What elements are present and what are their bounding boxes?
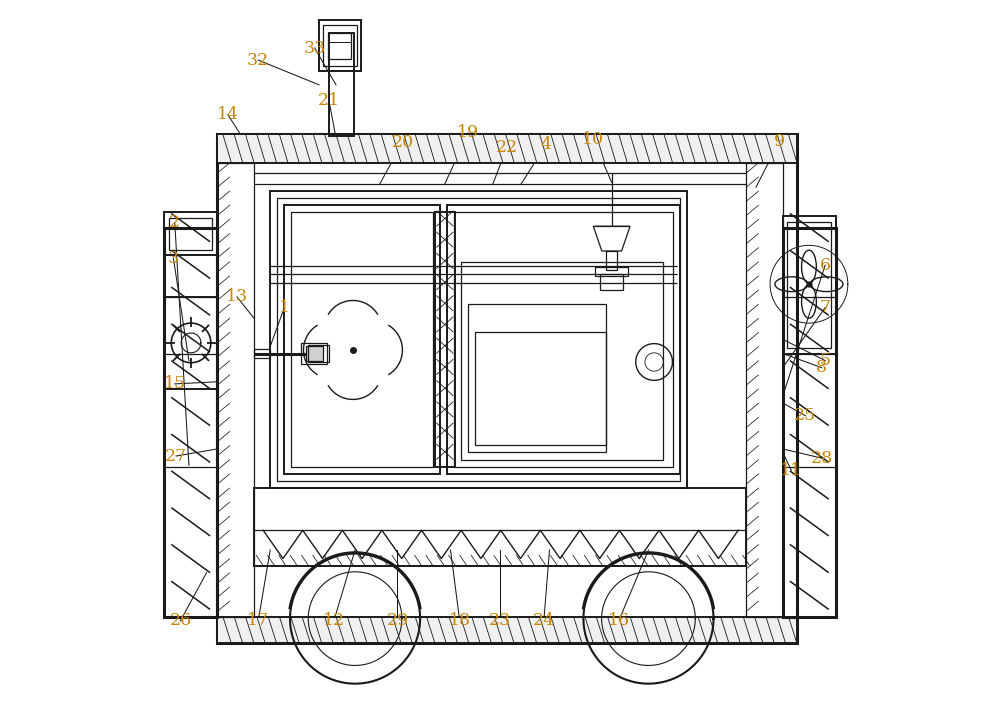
Text: 9: 9 <box>774 133 785 150</box>
Text: 32: 32 <box>247 52 269 69</box>
Text: 10: 10 <box>582 132 604 148</box>
Text: 27: 27 <box>165 448 187 464</box>
Text: 18: 18 <box>449 612 471 629</box>
Bar <box>600 274 623 290</box>
Bar <box>323 25 357 66</box>
Text: 25: 25 <box>794 407 817 424</box>
Text: 17: 17 <box>247 612 269 629</box>
Text: 26: 26 <box>169 612 191 629</box>
Bar <box>254 349 270 358</box>
Bar <box>606 251 617 270</box>
Bar <box>447 205 680 474</box>
Text: 23: 23 <box>489 612 511 629</box>
Text: 8: 8 <box>816 359 827 376</box>
Text: 22: 22 <box>496 139 518 156</box>
Bar <box>284 205 440 474</box>
Bar <box>164 212 217 255</box>
Bar <box>329 33 354 136</box>
Text: 1: 1 <box>279 299 290 316</box>
Bar <box>783 228 836 617</box>
Text: 3: 3 <box>168 250 179 267</box>
Text: 20: 20 <box>391 134 413 151</box>
Bar <box>270 191 687 488</box>
Bar <box>435 212 455 467</box>
Bar <box>461 262 663 460</box>
Text: 11: 11 <box>780 462 802 479</box>
Text: 7: 7 <box>820 299 831 316</box>
Text: 29: 29 <box>386 612 409 629</box>
Bar <box>169 218 212 250</box>
Bar <box>306 346 323 361</box>
Text: 28: 28 <box>811 450 833 467</box>
Bar <box>328 33 351 59</box>
Text: 15: 15 <box>164 375 186 392</box>
Bar <box>291 212 433 467</box>
Bar <box>217 134 797 163</box>
Bar <box>319 20 361 71</box>
Bar <box>787 222 831 348</box>
Bar <box>746 163 783 617</box>
Bar <box>164 228 217 617</box>
Text: 14: 14 <box>217 106 239 123</box>
Bar <box>277 198 680 481</box>
Text: 13: 13 <box>226 288 248 305</box>
Text: 5: 5 <box>820 352 831 369</box>
Bar <box>475 332 606 445</box>
Bar <box>254 488 746 566</box>
Text: 6: 6 <box>820 257 831 274</box>
Text: 19: 19 <box>457 124 479 141</box>
Text: 16: 16 <box>608 612 630 629</box>
Text: 4: 4 <box>540 136 551 153</box>
Bar <box>217 163 254 617</box>
Text: 12: 12 <box>323 612 345 629</box>
Text: 33: 33 <box>304 40 326 57</box>
Bar <box>217 134 797 643</box>
Text: 21: 21 <box>318 92 340 109</box>
Bar <box>595 267 628 276</box>
Bar <box>454 212 673 467</box>
Text: 24: 24 <box>533 612 555 629</box>
Bar <box>783 216 836 354</box>
Bar <box>301 343 327 364</box>
Text: 2: 2 <box>169 214 180 231</box>
Bar <box>217 617 797 643</box>
Bar <box>308 345 329 362</box>
Bar <box>468 304 606 452</box>
Bar <box>164 297 217 389</box>
